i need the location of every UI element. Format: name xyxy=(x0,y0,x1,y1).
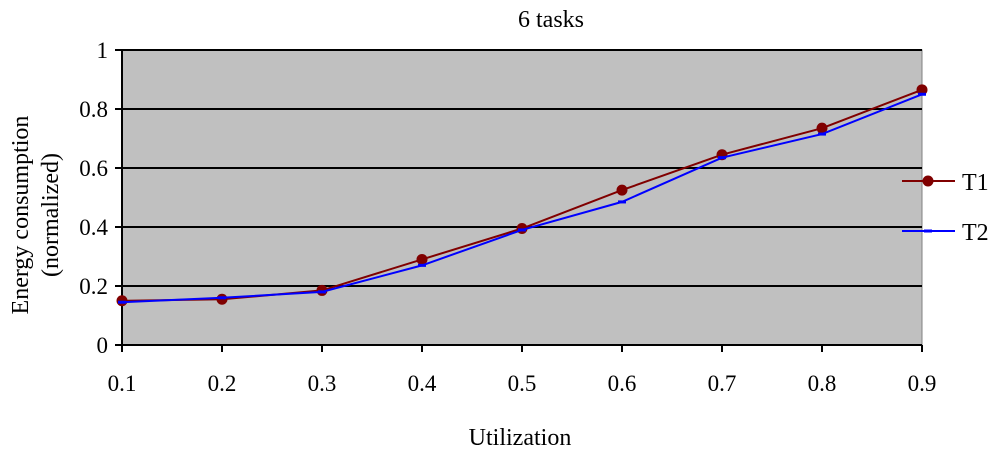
x-tick-label: 0.7 xyxy=(708,371,737,396)
series-group xyxy=(116,84,928,307)
gridlines xyxy=(122,49,922,287)
y-axis-label-line2: (normalized) xyxy=(38,153,64,277)
y-tick-label: 1 xyxy=(97,38,109,63)
data-point-t1 xyxy=(816,122,828,134)
x-tick-label: 0.2 xyxy=(208,371,237,396)
x-tick-label: 0.4 xyxy=(408,371,437,396)
y-tick-label: 0 xyxy=(97,333,109,358)
legend-label-t2: T2 xyxy=(962,220,989,246)
data-point-t2 xyxy=(118,300,126,304)
data-point-t2 xyxy=(518,228,526,232)
y-tick-label: 0.2 xyxy=(79,274,108,299)
y-axis-label-line1: Energy consumption xyxy=(8,116,34,315)
x-tick-label: 0.6 xyxy=(608,371,637,396)
y-tick-label: 0.6 xyxy=(79,156,108,181)
plot-area xyxy=(121,49,923,346)
legend-label-t1: T1 xyxy=(962,170,989,196)
x-tick-label: 0.3 xyxy=(308,371,337,396)
legend-marker-t1 xyxy=(922,175,934,187)
data-point-t1 xyxy=(916,84,928,96)
x-tick-label: 0.5 xyxy=(508,371,537,396)
data-point-t2 xyxy=(718,156,726,160)
legend: T1 T2 xyxy=(902,170,989,246)
data-point-t1 xyxy=(416,253,428,265)
data-point-t2 xyxy=(418,263,426,267)
chart-title: 6 tasks xyxy=(518,7,584,33)
data-point-t2 xyxy=(218,296,226,300)
y-tick-label: 0.4 xyxy=(79,215,108,240)
data-point-t2 xyxy=(618,200,626,204)
x-tick-label: 0.9 xyxy=(908,371,937,396)
x-tick-labels: 0.1 0.2 0.3 0.4 0.5 0.6 0.7 0.8 0.9 xyxy=(108,371,937,396)
data-point-t2 xyxy=(818,132,826,136)
data-point-t2 xyxy=(318,290,326,294)
y-tick-labels: 0 0.2 0.4 0.6 0.8 1 xyxy=(79,38,108,358)
x-axis-label: Utilization xyxy=(469,425,572,451)
x-tick-label: 0.8 xyxy=(808,371,837,396)
legend-marker-t2 xyxy=(924,229,932,233)
data-point-t2 xyxy=(918,92,926,96)
y-tick-label: 0.8 xyxy=(79,97,108,122)
x-tick-label: 0.1 xyxy=(108,371,137,396)
data-point-t1 xyxy=(616,184,628,196)
